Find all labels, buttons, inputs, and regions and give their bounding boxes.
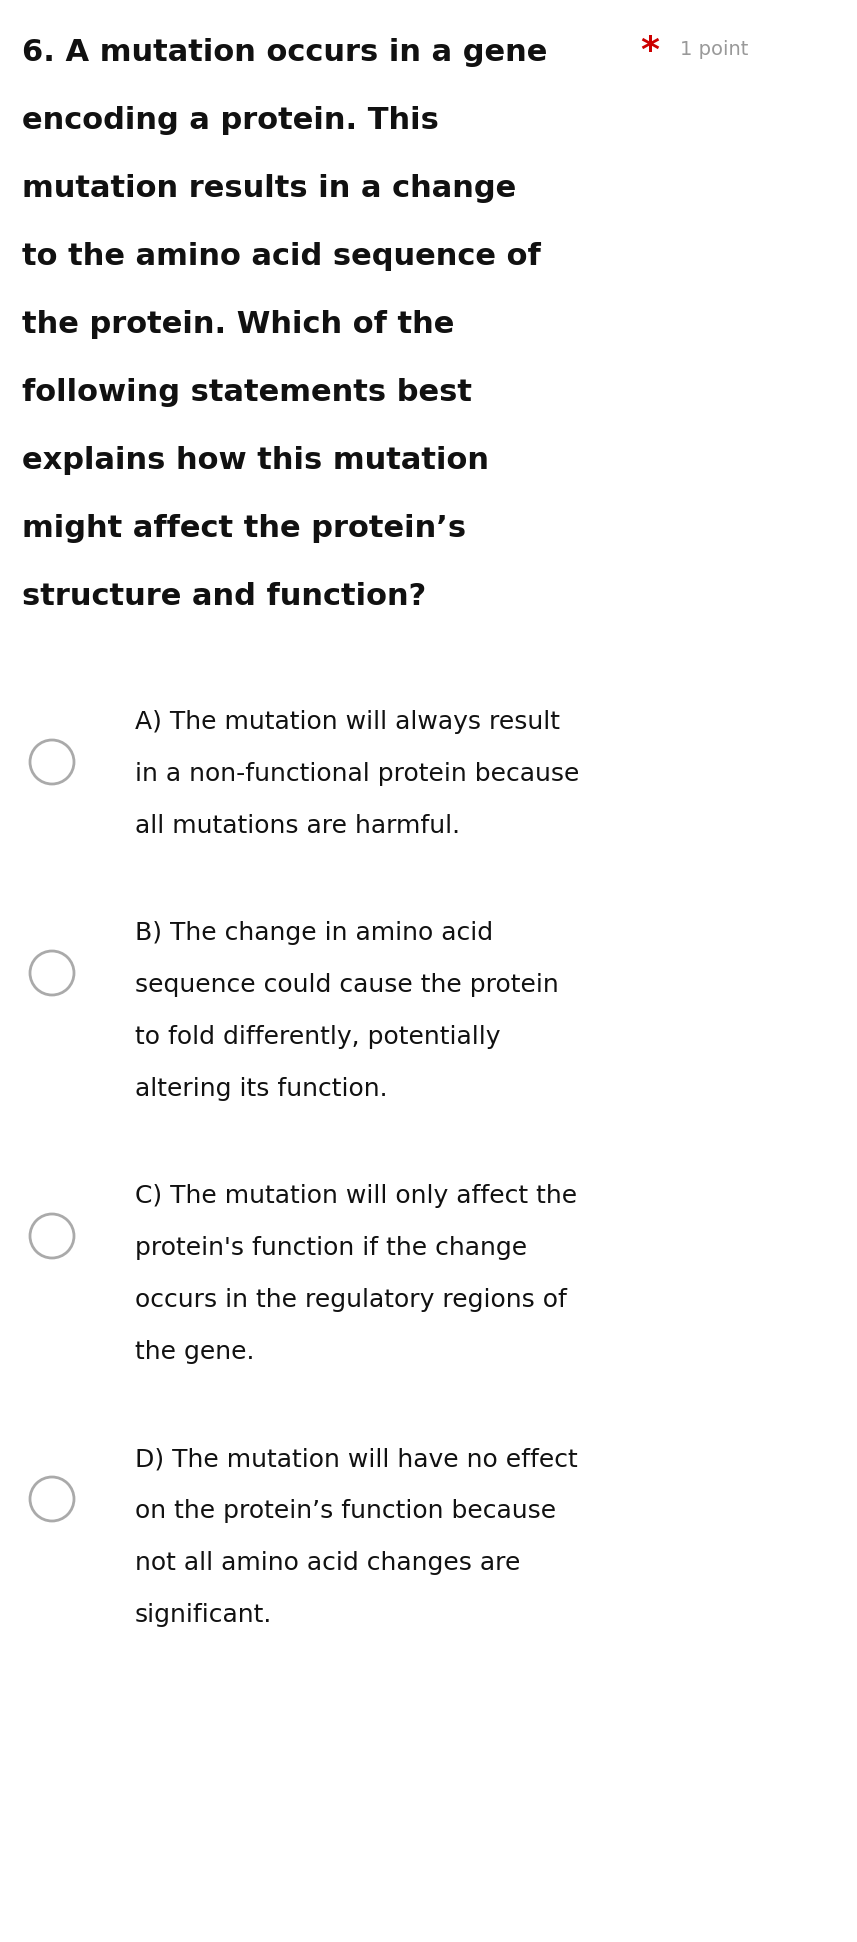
Text: following statements best: following statements best	[22, 379, 472, 408]
Text: the protein. Which of the: the protein. Which of the	[22, 311, 454, 340]
Text: *: *	[640, 35, 659, 68]
Text: B) The change in amino acid: B) The change in amino acid	[135, 921, 493, 946]
Text: might affect the protein’s: might affect the protein’s	[22, 515, 466, 544]
Text: explains how this mutation: explains how this mutation	[22, 447, 489, 476]
Text: encoding a protein. This: encoding a protein. This	[22, 107, 439, 136]
Text: to the amino acid sequence of: to the amino acid sequence of	[22, 243, 541, 272]
Text: 1 point: 1 point	[680, 41, 748, 58]
Text: to fold differently, potentially: to fold differently, potentially	[135, 1025, 500, 1049]
Text: structure and function?: structure and function?	[22, 583, 426, 612]
Text: protein's function if the change: protein's function if the change	[135, 1235, 527, 1260]
Text: C) The mutation will only affect the: C) The mutation will only affect the	[135, 1185, 577, 1208]
Text: not all amino acid changes are: not all amino acid changes are	[135, 1552, 520, 1575]
Text: mutation results in a change: mutation results in a change	[22, 175, 516, 204]
Text: 6. A mutation occurs in a gene: 6. A mutation occurs in a gene	[22, 39, 548, 68]
Text: the gene.: the gene.	[135, 1340, 255, 1363]
Text: occurs in the regulatory regions of: occurs in the regulatory regions of	[135, 1288, 566, 1313]
Text: all mutations are harmful.: all mutations are harmful.	[135, 814, 460, 839]
Text: significant.: significant.	[135, 1602, 273, 1627]
Text: on the protein’s function because: on the protein’s function because	[135, 1499, 556, 1523]
Text: A) The mutation will always result: A) The mutation will always result	[135, 711, 560, 734]
Text: altering its function.: altering its function.	[135, 1078, 387, 1101]
Text: sequence could cause the protein: sequence could cause the protein	[135, 973, 559, 996]
Text: D) The mutation will have no effect: D) The mutation will have no effect	[135, 1447, 578, 1470]
Text: in a non-functional protein because: in a non-functional protein because	[135, 761, 579, 787]
